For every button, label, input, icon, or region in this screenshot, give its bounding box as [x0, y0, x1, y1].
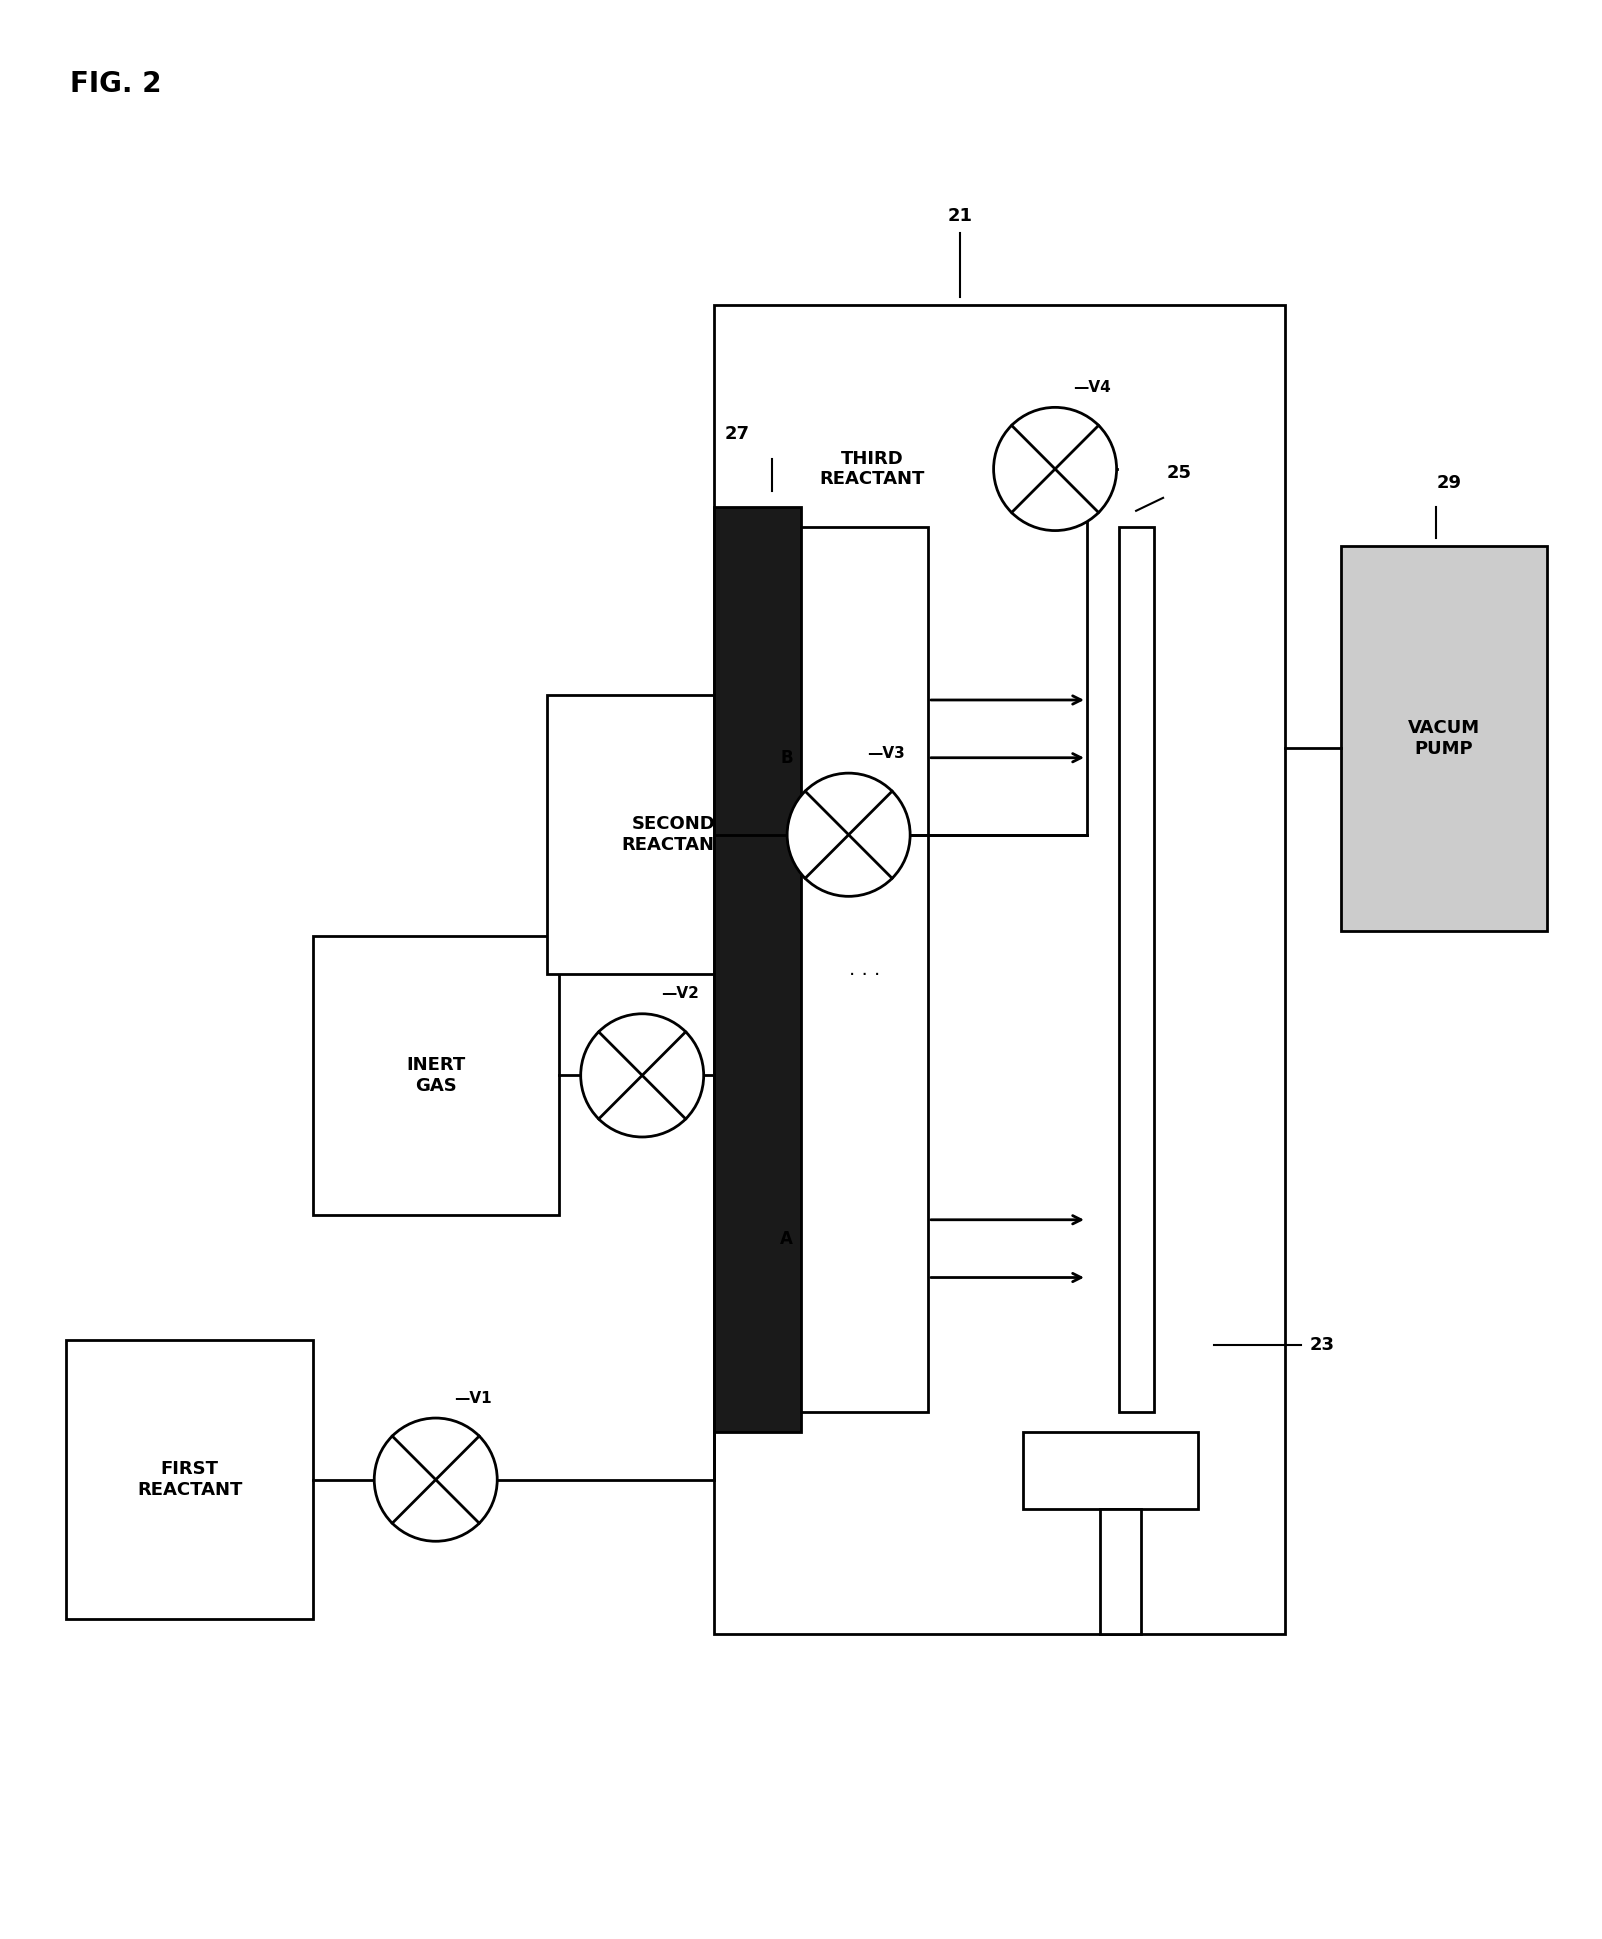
Bar	[1024, 1431, 1198, 1509]
Bar	[312, 937, 559, 1216]
Bar	[713, 304, 1285, 1635]
Text: B: B	[780, 748, 793, 766]
Text: VACUM
PUMP: VACUM PUMP	[1408, 719, 1480, 758]
Text: A: A	[780, 1229, 793, 1249]
Text: INERT
GAS: INERT GAS	[407, 1057, 465, 1096]
Text: —V4: —V4	[1073, 380, 1112, 396]
Bar	[1341, 547, 1548, 931]
Circle shape	[993, 407, 1117, 531]
Bar	[1099, 1509, 1141, 1635]
Text: —V3: —V3	[867, 747, 905, 760]
Text: FIG. 2: FIG. 2	[70, 70, 162, 99]
Text: 29: 29	[1437, 473, 1461, 493]
Circle shape	[375, 1417, 497, 1542]
Text: —V1: —V1	[455, 1390, 492, 1406]
Bar	[801, 527, 928, 1412]
Text: 23: 23	[1309, 1336, 1334, 1353]
Text: THIRD
REACTANT: THIRD REACTANT	[820, 450, 924, 489]
Circle shape	[580, 1014, 703, 1136]
Text: SECOND
REACTANT: SECOND REACTANT	[622, 814, 727, 855]
Bar	[713, 508, 801, 1431]
Text: FIRST
REACTANT: FIRST REACTANT	[136, 1460, 242, 1499]
Bar	[546, 696, 801, 973]
Text: 25: 25	[1166, 463, 1192, 483]
Text: . . .: . . .	[849, 960, 879, 979]
Bar	[750, 330, 995, 609]
Text: 27: 27	[724, 425, 750, 444]
Text: 21: 21	[947, 207, 972, 225]
Circle shape	[787, 774, 910, 896]
Bar	[67, 1340, 312, 1619]
Text: —V2: —V2	[660, 987, 698, 1001]
Bar	[1118, 527, 1153, 1412]
